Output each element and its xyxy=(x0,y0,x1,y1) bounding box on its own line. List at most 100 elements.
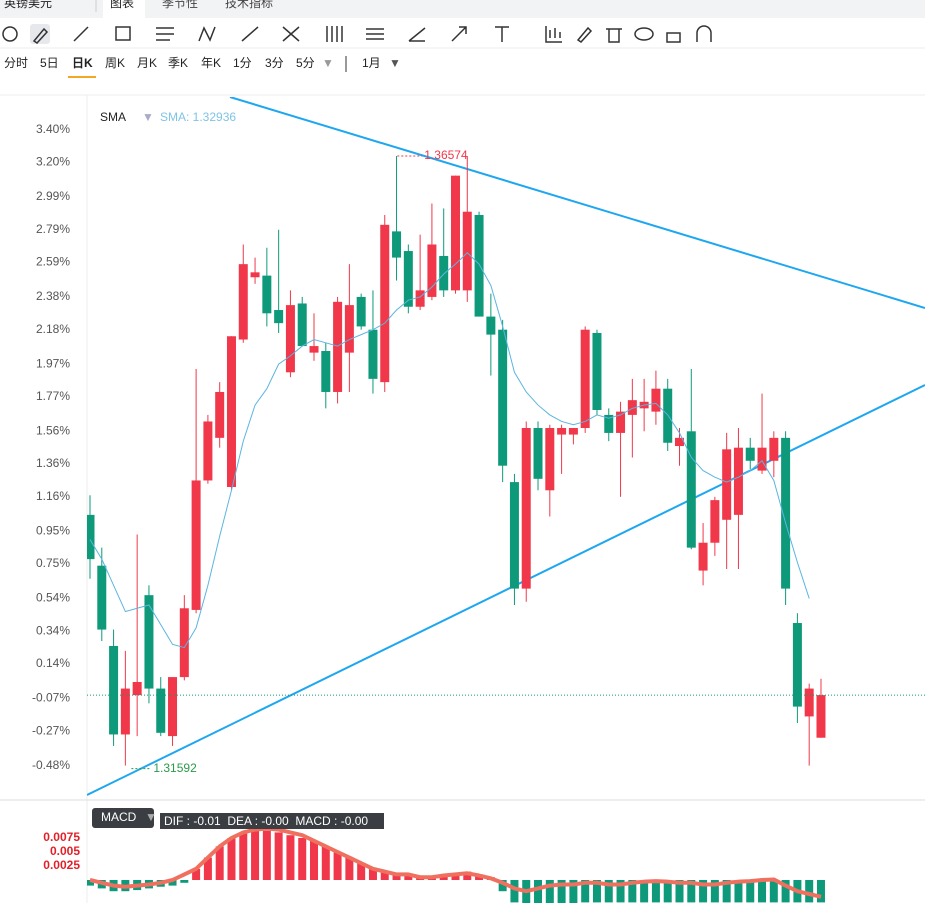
candle-body xyxy=(687,431,696,547)
y-tick-label: 0.75% xyxy=(36,556,70,570)
toolbar xyxy=(3,24,711,44)
candle-body xyxy=(557,428,566,435)
candle-body xyxy=(262,276,271,314)
icon[interactable] xyxy=(409,28,425,41)
period[interactable]: 日K xyxy=(72,56,93,70)
dropdown-arrow[interactable]: ▼ xyxy=(322,56,334,70)
y-tick-label: 2.79% xyxy=(36,222,70,236)
icon[interactable] xyxy=(283,27,299,41)
candle-body xyxy=(298,303,307,346)
y-tick-label: 2.59% xyxy=(36,255,70,269)
min-label: 1.31592 xyxy=(153,761,197,775)
max-label: 1.36574 xyxy=(424,148,468,162)
tab[interactable]: 英镑美元 xyxy=(4,0,52,10)
tab[interactable]: 图表 xyxy=(110,0,134,10)
icon[interactable] xyxy=(495,27,509,42)
candle-body xyxy=(758,448,767,471)
icon[interactable] xyxy=(697,26,711,42)
candle-body xyxy=(310,346,319,353)
candle-body xyxy=(581,330,590,428)
macd-bar xyxy=(239,832,247,880)
sma-readout: SMA: 1.32936 xyxy=(160,110,236,124)
tab[interactable]: 季节性 xyxy=(162,0,198,10)
dropdown-arrow[interactable]: ▼ xyxy=(142,110,154,124)
icon[interactable] xyxy=(606,29,622,42)
candle-body xyxy=(286,305,295,372)
macd-bar xyxy=(180,880,188,883)
candle-body xyxy=(97,566,106,630)
candle-body xyxy=(133,682,142,695)
candle-body xyxy=(451,176,460,291)
candle-body xyxy=(510,482,519,589)
tab[interactable]: 技术指标 xyxy=(225,0,273,10)
macd-tick-label: 0.0075 xyxy=(43,830,80,844)
candle-body xyxy=(144,595,153,688)
candle-body xyxy=(380,225,389,382)
icon[interactable] xyxy=(635,28,653,40)
macd-bar xyxy=(817,880,825,902)
candle-body xyxy=(522,428,531,589)
icon[interactable] xyxy=(578,28,591,42)
y-tick-label: 1.16% xyxy=(36,489,70,503)
dropdown-arrow[interactable]: ▼ xyxy=(389,56,401,70)
y-tick-label: 1.97% xyxy=(36,356,70,370)
period[interactable]: 年K xyxy=(201,56,221,70)
period[interactable]: 3分 xyxy=(265,56,284,70)
candle-body xyxy=(345,305,354,353)
candle-body xyxy=(569,428,578,435)
range[interactable]: 1月 xyxy=(362,56,381,70)
period[interactable]: 月K xyxy=(137,56,157,70)
icon[interactable] xyxy=(452,27,466,41)
dropdown-arrow[interactable]: ▼ xyxy=(145,810,157,824)
macd-bar xyxy=(251,830,259,880)
candle-body xyxy=(416,290,425,306)
period[interactable]: 5分 xyxy=(296,56,315,70)
candle-body xyxy=(203,421,212,480)
y-tick-label: 2.38% xyxy=(36,289,70,303)
candle-body xyxy=(710,500,719,543)
candle-body xyxy=(746,448,755,461)
period[interactable]: 季K xyxy=(168,56,188,70)
candle-body xyxy=(251,272,260,277)
icon[interactable] xyxy=(74,27,88,41)
icon[interactable] xyxy=(667,33,680,42)
candle-body xyxy=(368,330,377,379)
candle-body xyxy=(392,231,401,257)
candle-body xyxy=(699,543,708,571)
icon[interactable] xyxy=(116,27,130,40)
macd-tick-label: 0.0025 xyxy=(43,858,80,872)
macd-bar xyxy=(770,880,778,902)
icon[interactable] xyxy=(199,27,215,41)
candle-body xyxy=(321,351,330,392)
candle-body xyxy=(592,333,601,410)
macd-bar xyxy=(758,880,766,902)
trend-line xyxy=(230,97,925,308)
icon[interactable] xyxy=(242,27,258,41)
candle-body xyxy=(168,677,177,736)
candle-body xyxy=(439,256,448,290)
candle-body xyxy=(498,330,507,466)
icon[interactable] xyxy=(3,27,17,41)
icon[interactable] xyxy=(156,28,174,40)
candle-body xyxy=(274,310,283,323)
period[interactable]: 周K xyxy=(105,56,125,70)
candle-body xyxy=(227,336,236,487)
period[interactable]: 5日 xyxy=(40,56,59,70)
y-tick-label: 0.34% xyxy=(36,623,70,637)
icon[interactable] xyxy=(366,29,384,39)
indicator-name: SMA xyxy=(100,110,126,124)
y-tick-label: 3.20% xyxy=(36,155,70,169)
icon[interactable] xyxy=(327,26,342,42)
candle-body xyxy=(545,428,554,490)
candle-body xyxy=(816,695,825,738)
period[interactable]: 分时 xyxy=(4,56,28,70)
macd-bar xyxy=(310,841,318,880)
y-tick-label: 1.77% xyxy=(36,389,70,403)
macd-bar xyxy=(298,838,306,880)
period[interactable]: 1分 xyxy=(233,56,252,70)
candle-body xyxy=(734,448,743,515)
macd-bar xyxy=(275,832,283,880)
icon[interactable] xyxy=(546,26,562,42)
macd-tag[interactable]: MACD xyxy=(101,810,137,824)
macd-pane xyxy=(86,828,825,903)
